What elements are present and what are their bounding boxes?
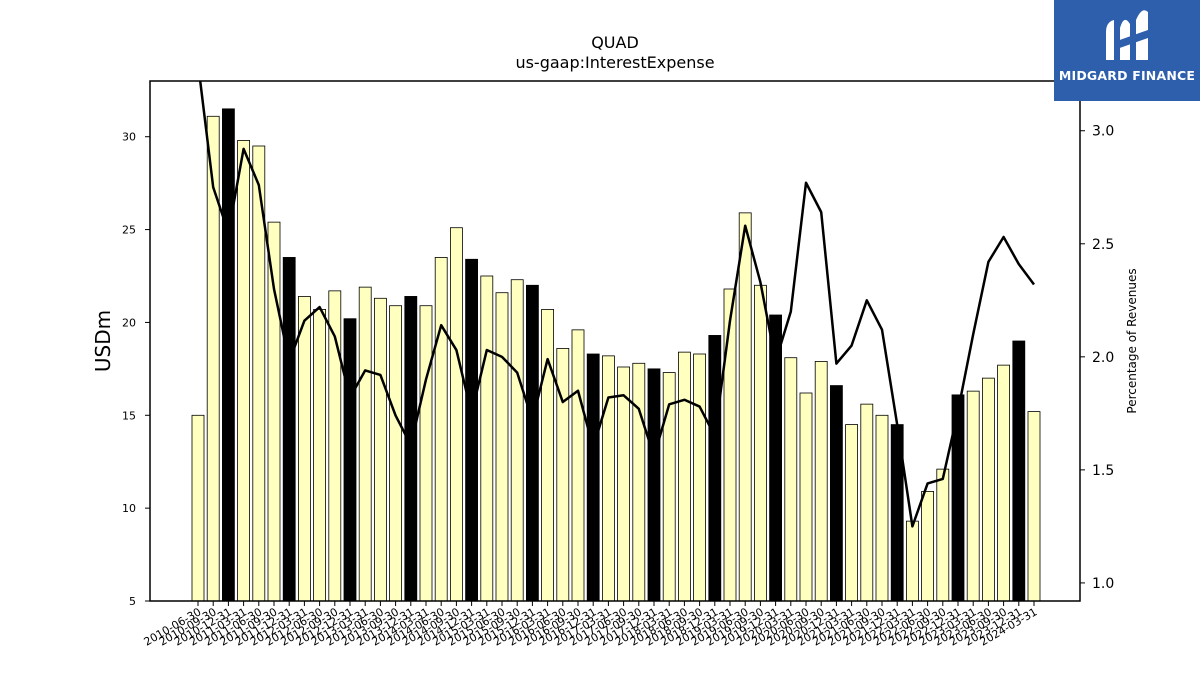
bar [723, 288, 737, 602]
y-tick-label: 5 [129, 595, 136, 608]
bar [404, 296, 418, 602]
bar [434, 257, 448, 602]
y-tick-label: 25 [122, 224, 136, 237]
bar [267, 221, 281, 602]
bar [647, 368, 661, 602]
bar [632, 362, 646, 602]
bar [282, 257, 296, 602]
bar [221, 108, 235, 602]
bar [1027, 411, 1041, 602]
bar [754, 284, 767, 602]
series-line [198, 81, 1036, 528]
logo-text: MIDGARD FINANCE [1058, 68, 1196, 83]
bar [389, 305, 403, 602]
bar [541, 309, 554, 602]
chart-title: QUAD [591, 33, 639, 52]
bar [602, 355, 615, 602]
bar [343, 318, 357, 602]
midgard-finance-logo: MIDGARD FINANCE [1054, 0, 1200, 101]
bar [678, 351, 691, 602]
bar [997, 364, 1010, 602]
bar [814, 361, 828, 602]
bar [982, 377, 995, 602]
y2-tick-label: 1.5 [1092, 463, 1114, 479]
bar [510, 279, 524, 602]
y2-tick-label: 3.0 [1092, 124, 1114, 140]
bar [799, 392, 813, 602]
y-axis-label: USDm [91, 310, 115, 372]
bar [571, 329, 585, 602]
bar [358, 286, 372, 602]
bar [830, 385, 843, 602]
bar [906, 520, 919, 602]
y2-tick-label: 2.5 [1092, 237, 1114, 253]
y-tick-label: 10 [122, 502, 136, 515]
bar [784, 357, 798, 602]
bar [617, 366, 630, 602]
plot-frame [149, 80, 1081, 602]
bar [297, 296, 311, 602]
bar [936, 468, 950, 602]
bar [191, 414, 205, 602]
bar [586, 353, 600, 602]
x-axis: 2010-06-302010-09-302010-12-312011-03-31… [142, 601, 1040, 649]
bar [465, 258, 479, 602]
bar [845, 424, 858, 602]
midgard-m-logo-icon [1106, 10, 1148, 60]
bar [313, 309, 327, 602]
y2-tick-label: 1.0 [1092, 576, 1114, 592]
y-tick-label: 30 [122, 131, 136, 144]
bar [449, 227, 463, 602]
bar [373, 297, 387, 602]
y-tick-label: 20 [122, 316, 136, 329]
bar [1012, 340, 1026, 602]
bar [526, 284, 539, 602]
bar [419, 305, 433, 602]
bar [966, 390, 980, 602]
bar [480, 275, 494, 602]
bar [738, 212, 752, 602]
bar [860, 403, 874, 602]
line-series [198, 81, 1036, 528]
bar [495, 292, 509, 602]
bar [875, 414, 889, 602]
y-tick-label: 15 [122, 409, 136, 422]
bar [693, 353, 706, 602]
y-axis-right: 1.0 1.5 2.0 2.5 3.0 [1080, 124, 1114, 592]
bar [556, 348, 570, 602]
chart-subtitle: us-gaap:InterestExpense [515, 53, 714, 72]
y2-axis-label: Percentage of Revenues [1125, 268, 1139, 413]
y-axis-left: 5 10 15 20 25 30 [122, 131, 150, 608]
y2-tick-label: 2.0 [1092, 350, 1114, 366]
bar [708, 335, 722, 602]
bar [237, 140, 251, 602]
bar [921, 491, 934, 602]
